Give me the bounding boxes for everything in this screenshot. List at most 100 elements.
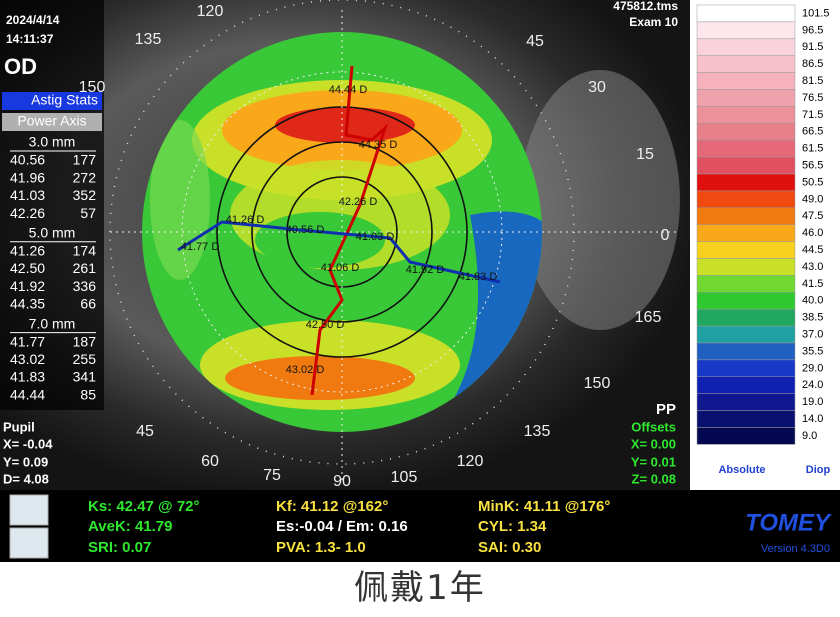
astig-header <box>2 92 102 110</box>
scale-swatch <box>696 38 796 56</box>
offset-x: X= 0.00 <box>631 436 676 451</box>
angle-label: 135 <box>135 31 162 48</box>
offset-y: Y= 0.01 <box>631 454 676 469</box>
scale-swatch <box>696 427 796 445</box>
angle-label: 150 <box>584 375 611 392</box>
map-red <box>275 107 415 143</box>
power: 42.26 <box>10 205 45 221</box>
power: 41.92 <box>10 278 45 294</box>
caption: 佩戴1年 <box>354 568 486 608</box>
angle-label: 120 <box>197 3 224 20</box>
angle-label: 135 <box>524 423 551 440</box>
map-label: 42.50 D <box>306 319 345 331</box>
scale-swatch <box>696 156 796 175</box>
scale-swatch <box>696 207 796 225</box>
map-label: 41.26 D <box>226 214 265 226</box>
topography-screen: 2024/4/14 14:11:37 OD 475812.tms Exam 10 Asti… <box>0 0 840 562</box>
scale-value: 66.5 <box>802 126 823 138</box>
map-label: 41.06 D <box>321 262 360 274</box>
stat-ks: Ks: 42.47 @ 72° <box>88 498 200 515</box>
scale-value: 9.0 <box>802 430 817 442</box>
scale-value: 49.0 <box>802 193 823 205</box>
stat-avek: AveK: 41.79 <box>88 518 173 535</box>
icon-button[interactable] <box>9 494 49 526</box>
scale-swatch <box>696 106 796 124</box>
scale-value: 19.0 <box>802 396 823 408</box>
stat-pva: PVA: 1.3- 1.0 <box>276 539 366 556</box>
scale-swatch <box>696 410 796 428</box>
stat-sai: SAI: 0.30 <box>478 539 541 556</box>
scale-value: 96.5 <box>802 24 823 36</box>
file-name: 475812.tms <box>613 0 678 13</box>
scale-swatch <box>696 173 796 192</box>
angle-label: 60 <box>201 453 219 470</box>
power: 41.77 <box>10 333 45 349</box>
map-label: 44.35 D <box>359 139 398 151</box>
map-label: 40.56 D <box>286 224 325 236</box>
scale-value: 43.0 <box>802 261 823 273</box>
date: 2024/4/14 <box>6 13 60 27</box>
scale-swatch <box>696 292 796 310</box>
scale-swatch <box>696 342 796 361</box>
angle-label: 120 <box>457 453 484 470</box>
scale-value: 50.5 <box>802 176 823 188</box>
scale-swatch <box>696 72 796 90</box>
power: 42.50 <box>10 260 45 276</box>
icon-button[interactable] <box>9 527 49 559</box>
axis: 174 <box>73 243 97 259</box>
power: 40.56 <box>10 152 45 168</box>
map-label: 41.03 D <box>356 231 395 243</box>
scale-swatch <box>696 275 796 293</box>
map-label: 44.44 D <box>329 84 368 96</box>
scale-value: 56.5 <box>802 159 823 171</box>
power: 44.44 <box>10 386 45 402</box>
axis: 85 <box>80 386 96 402</box>
steep-meridian <box>310 65 389 396</box>
scale-swatch <box>696 190 796 209</box>
scale-value: 81.5 <box>802 75 823 87</box>
eye: OD <box>4 54 37 79</box>
left-panel <box>0 0 104 410</box>
flat-meridian <box>177 220 501 284</box>
map-orange <box>225 356 415 400</box>
scale-swatch <box>696 241 796 259</box>
columns: Power Axis <box>17 113 86 129</box>
pupil-y: Y= 0.09 <box>3 454 48 469</box>
angle-label: 165 <box>635 309 662 326</box>
map-label: 41.83 D <box>459 271 498 283</box>
scale-value: 29.0 <box>802 362 823 374</box>
scale-value: 91.5 <box>802 41 823 53</box>
scale-value: 61.5 <box>802 143 823 155</box>
scale-value: 71.5 <box>802 109 823 121</box>
pupil-d: D= 4.08 <box>3 471 49 486</box>
axis: 187 <box>73 333 97 349</box>
axis: 341 <box>73 369 97 385</box>
axis: 261 <box>73 260 97 276</box>
angle-label: 15 <box>636 146 654 163</box>
scale-unit: Diop <box>806 464 831 476</box>
scale-swatch <box>696 359 796 378</box>
map-label: 43.02 D <box>286 364 325 376</box>
stats-bar <box>0 490 840 562</box>
power: 41.83 <box>10 369 45 385</box>
scale-swatch <box>696 4 796 23</box>
scale-value: 76.5 <box>802 92 823 104</box>
power: 41.96 <box>10 169 45 185</box>
scale-value: 41.5 <box>802 278 823 290</box>
scale-swatch <box>696 376 796 394</box>
map-label: 41.92 D <box>406 264 445 276</box>
scale-swatch <box>696 224 796 242</box>
scale-swatch <box>696 21 796 40</box>
zone-label: 7.0 mm <box>29 315 76 331</box>
stat-mink: MinK: 41.11 @176° <box>478 498 610 515</box>
scale-swatch <box>696 308 796 327</box>
angle-label: 0 <box>661 227 670 244</box>
axis: 272 <box>73 169 97 185</box>
angle-label: 30 <box>588 79 606 96</box>
zone-label: 3.0 mm <box>29 134 76 150</box>
stat-sri: SRI: 0.07 <box>88 539 151 556</box>
power: 41.03 <box>10 187 45 203</box>
time: 14:11:37 <box>6 32 54 46</box>
power-axis-header <box>2 113 102 131</box>
